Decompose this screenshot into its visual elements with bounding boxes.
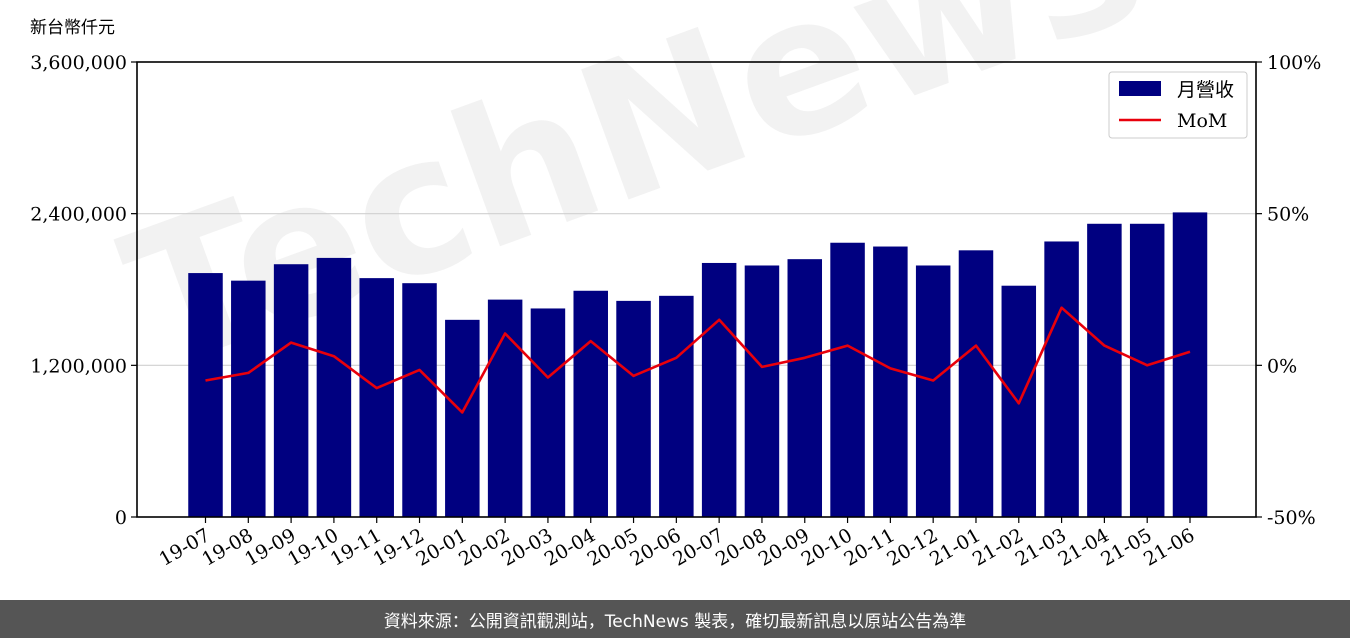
bar — [445, 319, 480, 517]
bar — [1044, 241, 1079, 517]
footer-source-note: 資料來源：公開資訊觀測站，TechNews 製表，確切最新訊息以原站公告為準 — [0, 600, 1350, 638]
bar — [616, 300, 651, 517]
bar — [188, 273, 223, 517]
legend-swatch-bar — [1119, 81, 1161, 96]
mom-series — [205, 306, 1191, 414]
bar — [1172, 212, 1208, 517]
bar — [1087, 223, 1122, 517]
y-right-tick-label: 0% — [1267, 355, 1297, 377]
y-right-tick-label: 50% — [1267, 204, 1309, 226]
bar — [873, 246, 908, 517]
bar — [787, 259, 823, 517]
bar — [530, 308, 566, 517]
bar — [273, 264, 309, 517]
chart: TechNews 新台幣仟元 01,200,0002,400,0003,600,… — [30, 0, 1321, 571]
y-right-tick-label: -50% — [1267, 507, 1316, 529]
y-left-tick-label: 2,400,000 — [30, 204, 127, 226]
bar — [915, 265, 951, 517]
legend-label-revenue: 月營收 — [1177, 79, 1234, 101]
bar — [359, 278, 394, 517]
y-right-tick-label: 100% — [1267, 52, 1321, 74]
bar — [744, 265, 780, 517]
bar — [231, 280, 266, 517]
legend: 月營收 MoM — [1108, 71, 1248, 139]
plot-frame — [136, 61, 1257, 518]
x-tick-label: 21-06 — [1140, 524, 1198, 570]
bar — [402, 283, 437, 517]
bar — [701, 262, 737, 517]
bar — [659, 295, 694, 517]
bar — [573, 290, 608, 517]
bar — [958, 250, 994, 517]
bar — [830, 242, 865, 517]
bar — [316, 257, 352, 517]
legend-label-mom: MoM — [1177, 110, 1227, 132]
bar-series — [188, 212, 1208, 517]
y-left-tick-label: 3,600,000 — [30, 52, 127, 74]
y-left-tick-label: 1,200,000 — [30, 355, 127, 377]
unit-label: 新台幣仟元 — [30, 18, 115, 38]
y-left-tick-label: 0 — [115, 507, 127, 529]
bar — [1129, 223, 1165, 517]
mom-line — [205, 306, 1191, 414]
